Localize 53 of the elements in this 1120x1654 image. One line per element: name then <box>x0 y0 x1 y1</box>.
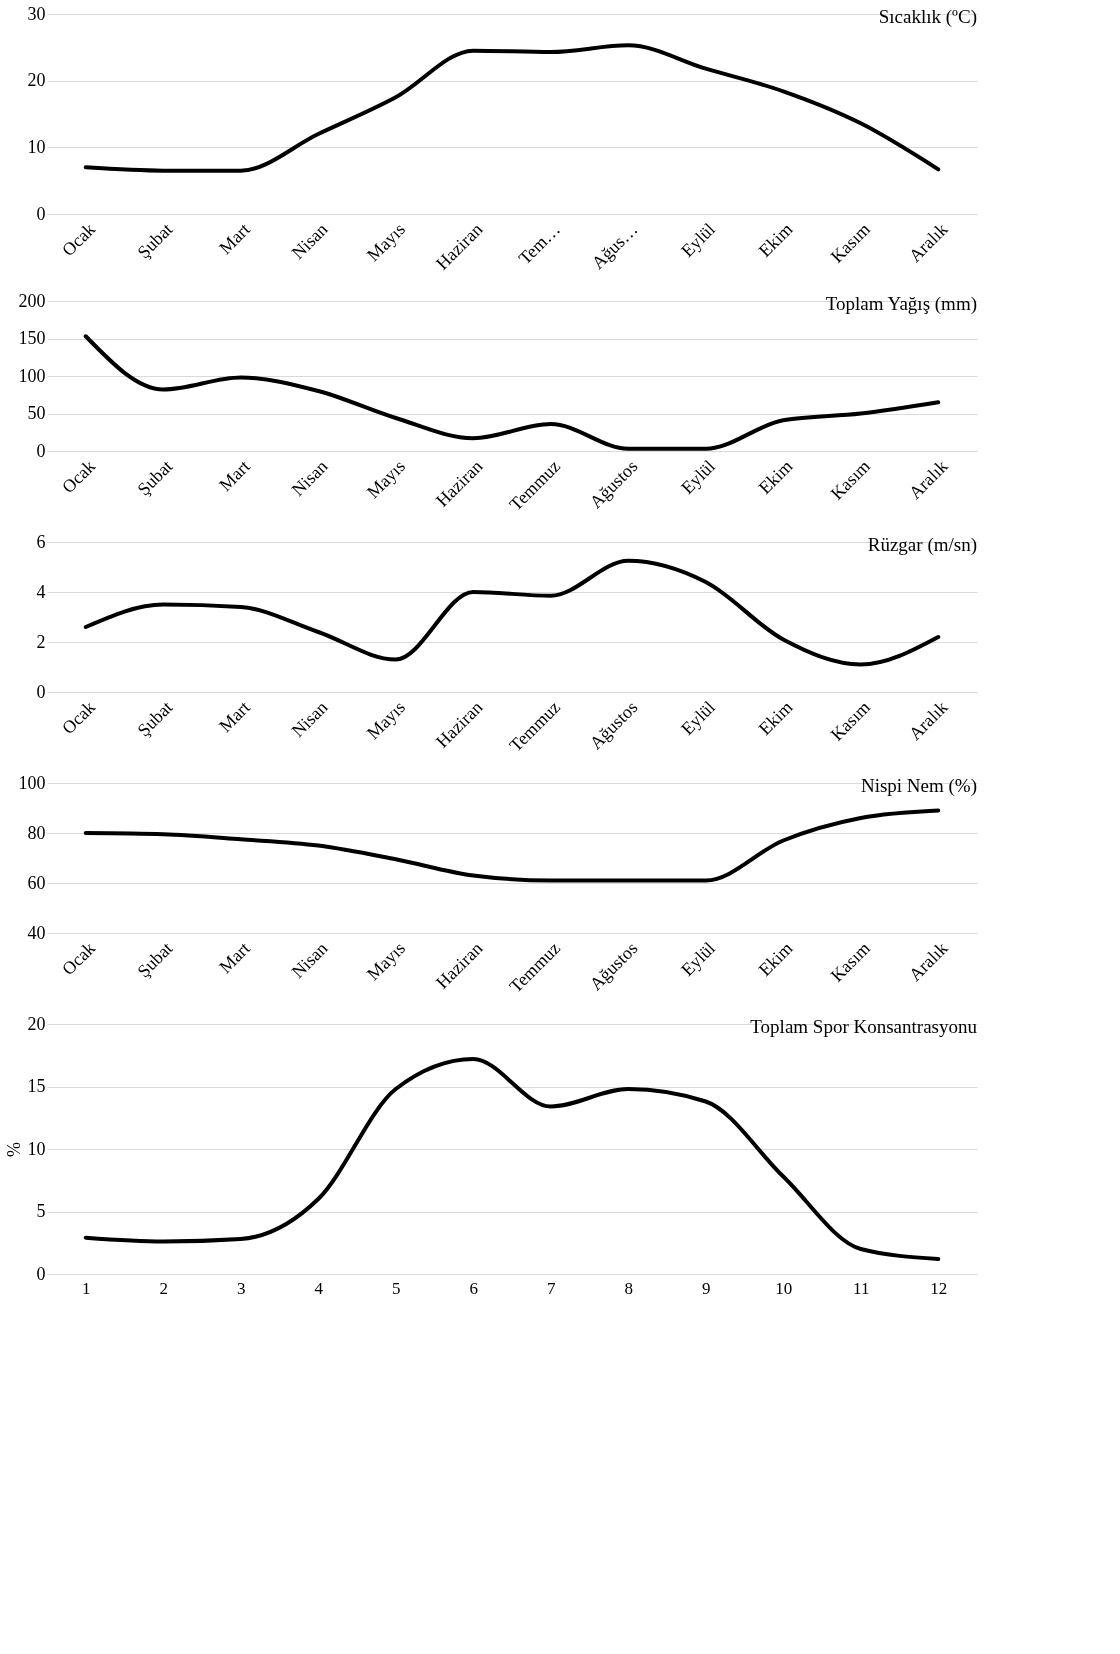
chart-title: Toplam Yağış (mm) <box>825 293 977 315</box>
y-tick-label: 0 <box>36 681 46 702</box>
x-tick-label: Ocak <box>57 456 99 498</box>
line-series <box>83 558 941 667</box>
y-tick-label: 150 <box>18 328 46 348</box>
y-tick-label: 0 <box>36 1263 46 1284</box>
x-tick-label: 5 <box>392 1278 401 1298</box>
y-tick-label: 20 <box>27 1013 46 1034</box>
x-tick-label: Mart <box>215 456 254 495</box>
x-tick-label: Ocak <box>57 938 99 980</box>
y-tick-label: 40 <box>27 922 46 943</box>
y-tick-label: 50 <box>27 403 46 423</box>
chart-title: Toplam Spor Konsantrasyonu <box>750 1016 978 1037</box>
x-tick-label: 1 <box>82 1278 91 1298</box>
x-tick-label: 2 <box>159 1278 168 1298</box>
x-tick-label: Mart <box>215 697 254 736</box>
y-tick-label: 4 <box>36 581 46 602</box>
chart-title: Sıcaklık (ºC) <box>878 6 977 28</box>
x-tick-label: Mart <box>215 219 254 258</box>
y-tick-label: 6 <box>36 531 46 552</box>
x-tick-label: Ocak <box>57 697 99 739</box>
y-tick-label: 100 <box>18 772 46 793</box>
x-tick-label: 3 <box>237 1278 246 1298</box>
y-tick-label: 10 <box>27 136 46 157</box>
y-axis-title: % <box>3 1142 24 1157</box>
y-tick-label: 2 <box>36 631 46 652</box>
x-tick-label: 11 <box>853 1278 870 1298</box>
y-tick-label: 5 <box>36 1201 46 1221</box>
chart-title: Rüzgar (m/sn) <box>867 534 977 556</box>
x-tick-label: Mart <box>215 938 254 977</box>
y-tick-label: 20 <box>27 70 46 91</box>
y-tick-label: 80 <box>27 822 46 843</box>
x-tick-label: 4 <box>314 1278 324 1298</box>
x-tick-label: Ocak <box>57 219 99 261</box>
x-tick-label: 8 <box>624 1278 633 1298</box>
y-tick-label: 30 <box>27 3 46 24</box>
y-tick-label: 0 <box>36 203 46 224</box>
y-tick-label: 100 <box>18 365 46 386</box>
y-tick-label: 200 <box>18 290 46 311</box>
x-tick-label: 6 <box>469 1278 478 1298</box>
x-tick-label: 9 <box>702 1278 711 1298</box>
y-tick-label: 15 <box>27 1076 46 1096</box>
line-series <box>83 1057 941 1261</box>
line-series <box>83 334 941 451</box>
y-tick-label: 10 <box>27 1138 46 1159</box>
x-tick-label: 10 <box>775 1278 793 1298</box>
y-tick-label: 0 <box>36 440 46 461</box>
x-tick-label: 7 <box>547 1278 556 1298</box>
line-series <box>83 808 941 883</box>
line-series <box>83 43 941 173</box>
y-tick-label: 60 <box>27 872 46 893</box>
x-tick-label: 12 <box>930 1278 948 1298</box>
chart-title: Nispi Nem (%) <box>860 775 977 797</box>
